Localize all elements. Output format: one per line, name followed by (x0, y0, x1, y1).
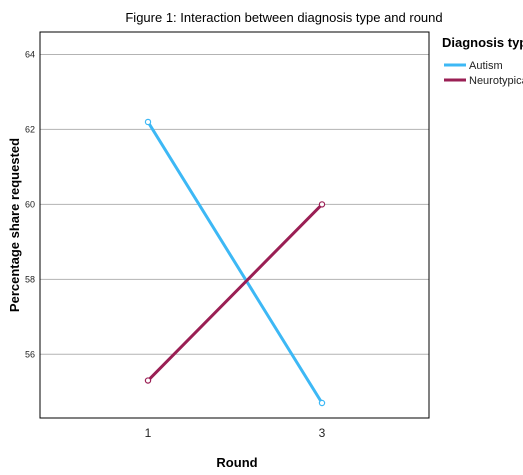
series-line-neurotypical (146, 202, 324, 383)
y-gridlines (40, 53, 429, 355)
plot-area-frame (39, 31, 430, 419)
y-tick-label: 58 (25, 274, 35, 284)
data-point-neurotypical (318, 201, 326, 208)
data-point-autism (144, 118, 152, 126)
data-point-neurotypical (144, 377, 152, 384)
legend-items: Autism Neurotypical (444, 60, 523, 87)
y-tick-label: 60 (25, 199, 35, 209)
series-line-autism (146, 120, 324, 405)
x-axis-title: Round (216, 455, 257, 470)
legend-title: Diagnosis type (442, 35, 523, 50)
x-tick-label: 3 (319, 426, 326, 440)
data-point-autism (318, 399, 326, 407)
legend-label-autism: Autism (469, 60, 503, 72)
series-layer (144, 118, 326, 407)
legend: Diagnosis type Autism Neurotypical (442, 35, 523, 87)
x-tick-label: 1 (145, 426, 152, 440)
y-tick-label: 56 (25, 349, 35, 359)
y-tick-label: 62 (25, 124, 35, 134)
y-axis-title: Percentage share requested (7, 138, 22, 312)
y-tick-label: 64 (25, 49, 35, 59)
legend-label-neurotypical: Neurotypical (469, 75, 523, 87)
y-tick-labels: 56 58 60 62 64 (25, 49, 35, 359)
chart-title: Figure 1: Interaction between diagnosis … (125, 10, 442, 25)
